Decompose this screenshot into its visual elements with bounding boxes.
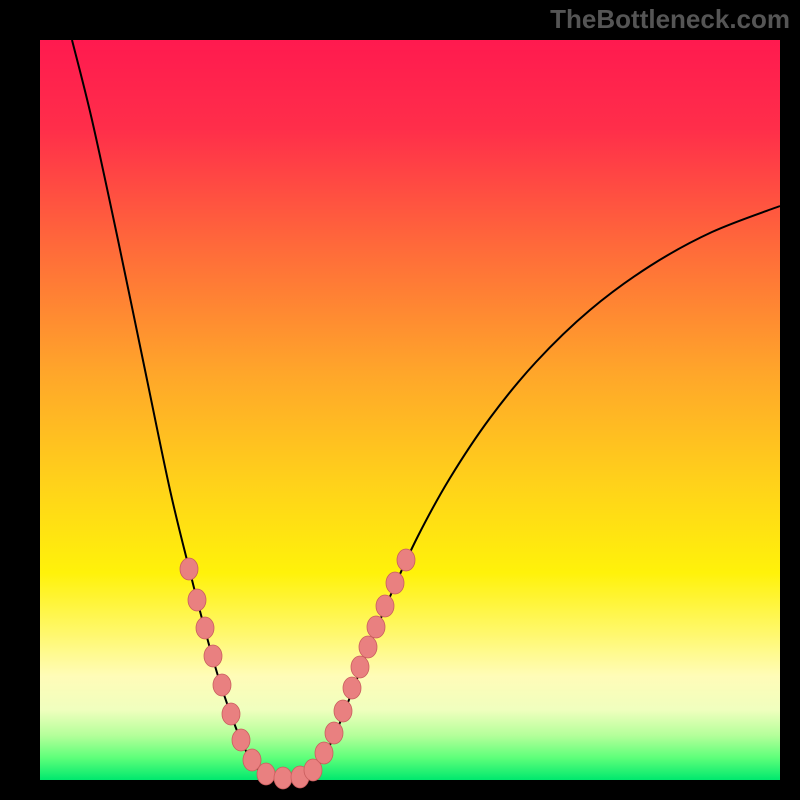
- data-marker: [257, 763, 275, 785]
- data-marker: [343, 677, 361, 699]
- data-marker: [359, 636, 377, 658]
- chart-container: TheBottleneck.com: [0, 0, 800, 800]
- data-marker: [334, 700, 352, 722]
- watermark: TheBottleneck.com: [550, 4, 790, 35]
- bottleneck-curve: [72, 40, 780, 778]
- data-marker: [222, 703, 240, 725]
- data-marker: [196, 617, 214, 639]
- data-marker: [274, 767, 292, 789]
- data-marker: [351, 656, 369, 678]
- curve-layer: [0, 0, 800, 800]
- data-marker: [376, 595, 394, 617]
- data-marker: [180, 558, 198, 580]
- data-marker: [232, 729, 250, 751]
- data-marker: [386, 572, 404, 594]
- data-marker: [315, 742, 333, 764]
- data-marker: [204, 645, 222, 667]
- data-marker: [188, 589, 206, 611]
- data-marker: [397, 549, 415, 571]
- data-marker: [213, 674, 231, 696]
- data-marker: [367, 616, 385, 638]
- data-marker: [325, 722, 343, 744]
